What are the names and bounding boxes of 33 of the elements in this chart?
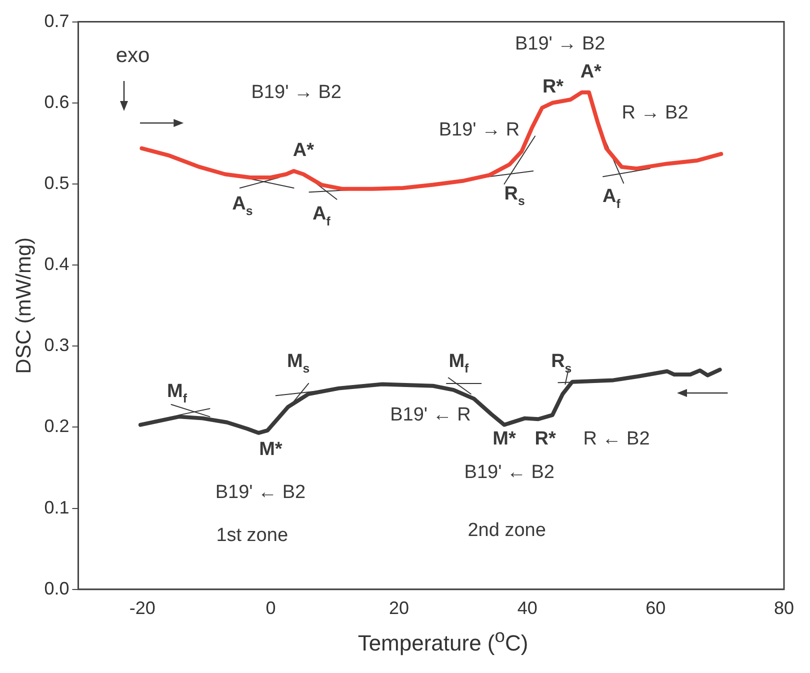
y-tick-label: 0.3 (44, 335, 70, 356)
y-tick-label: 0.2 (44, 416, 70, 436)
x-tick-label: 0 (266, 598, 276, 618)
y-tick-label: 0.6 (44, 92, 70, 112)
annotation: M* (492, 428, 516, 450)
annotation: B19' ← B2 (464, 462, 555, 483)
y-tick-label: 0.4 (44, 254, 70, 274)
annotation: exo (114, 44, 151, 68)
x-tick-label: 20 (389, 598, 410, 618)
x-axis-title: Temperature ($^{o}$C) (356, 625, 530, 656)
annotation: R* (542, 76, 564, 98)
annotation: B19' → B2 (514, 33, 606, 54)
y-tick-label: 0.7 (44, 10, 70, 31)
annotation: M* (259, 438, 283, 460)
annotation: B19' → R (438, 120, 520, 141)
y-tick-label: 0.5 (44, 172, 70, 193)
x-tick-label: -20 (129, 598, 156, 618)
annotation: 2nd zone (468, 520, 546, 541)
annotation: R → B2 (622, 102, 688, 124)
x-tick-label: 80 (774, 598, 794, 618)
x-tick-label: 40 (517, 598, 538, 618)
annotation: B19' ← B2 (215, 482, 306, 504)
annotation: R* (534, 428, 556, 450)
annotation: B19' ← R (390, 404, 471, 426)
annotation: A* (580, 62, 602, 83)
annotation: A* (292, 140, 315, 161)
annotation: B19' → B2 (251, 82, 342, 103)
y-tick-label: 0.1 (44, 497, 70, 518)
x-tick-label: 60 (646, 598, 666, 618)
y-tick-label: 0.0 (44, 578, 70, 598)
y-axis-title: DSC (mW/mg) (12, 237, 36, 374)
annotation: 1st zone (216, 525, 288, 546)
annotation: R ← B2 (583, 428, 650, 450)
